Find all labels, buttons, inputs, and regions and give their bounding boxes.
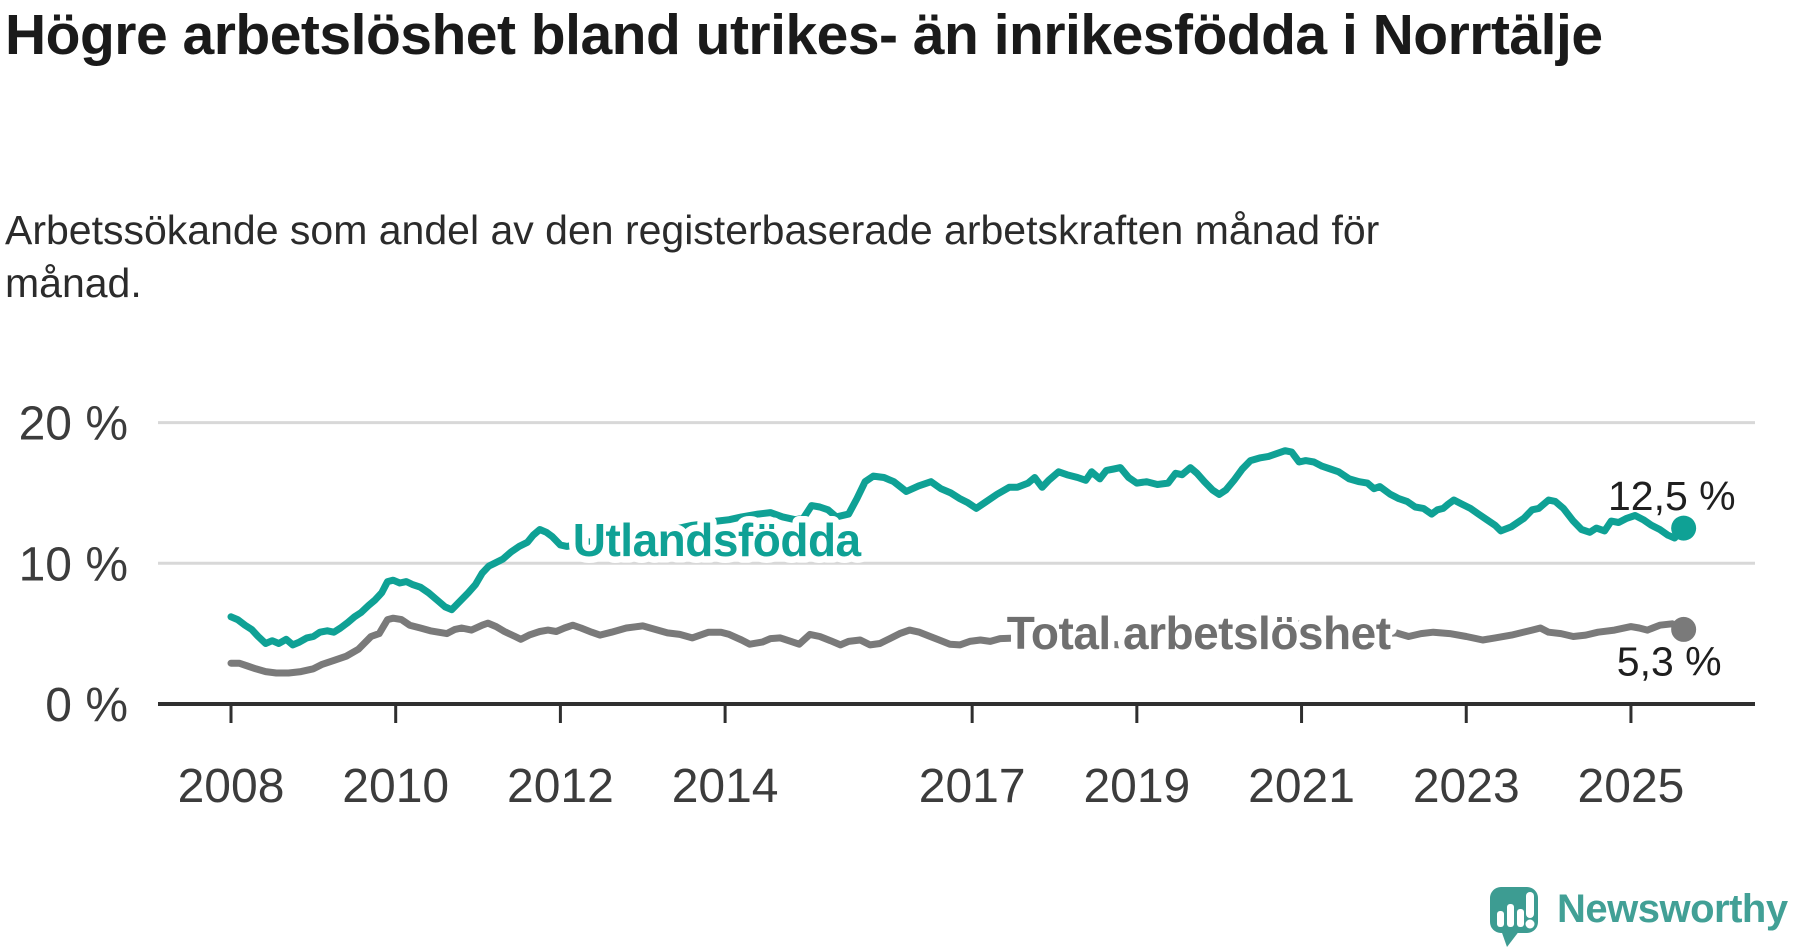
x-axis-tick-label: 2008 — [178, 760, 285, 813]
brand-name: Newsworthy — [1557, 887, 1788, 931]
y-axis-tick-label: 20 % — [19, 398, 128, 451]
series-label-utlandsfodda: Utlandsfödda — [573, 514, 862, 566]
labels-group: 20 % 10 % 0 % 2008 2010 2012 2014 2017 2019 2021 2… — [19, 398, 1736, 813]
x-axis-tick-label: 2017 — [919, 760, 1026, 813]
x-axis-tick-label: 2014 — [672, 760, 779, 813]
x-axis-tick-label: 2010 — [342, 760, 449, 813]
x-axis-tick-label: 2021 — [1248, 760, 1355, 813]
series-line-utlandsfodda — [227, 447, 1688, 649]
series-end-dot-utlandsfodda — [1671, 515, 1697, 541]
series-line-total — [227, 614, 1688, 677]
bar-chart-glyph — [1497, 892, 1535, 929]
series-label-total: Total arbetslöshet — [1007, 607, 1391, 659]
axes-group — [158, 702, 1755, 723]
x-axis-tick-label: 2023 — [1413, 760, 1520, 813]
y-axis-tick-label: 0 % — [45, 679, 128, 732]
brand-footer: Newsworthy — [1488, 883, 1788, 948]
y-axis-tick-label: 10 % — [19, 538, 128, 591]
end-value-label-total: 5,3 % — [1617, 638, 1722, 684]
x-axis-tick-label: 2012 — [507, 760, 614, 813]
chart-title: Högre arbetslöshet bland utrikes- än inr… — [5, 3, 1603, 67]
x-axis-tick-label: 2025 — [1578, 760, 1685, 813]
series-end-dot-total — [1671, 616, 1697, 642]
x-axis-tick-label: 2019 — [1083, 760, 1190, 813]
chart-subtitle: Arbetssökande som andel av den registerb… — [5, 207, 1380, 307]
newsworthy-logo-icon — [1490, 887, 1538, 947]
end-value-label-utlandsfodda: 12,5 % — [1608, 473, 1736, 519]
gridlines-group — [158, 421, 1755, 565]
series-group — [227, 447, 1697, 677]
